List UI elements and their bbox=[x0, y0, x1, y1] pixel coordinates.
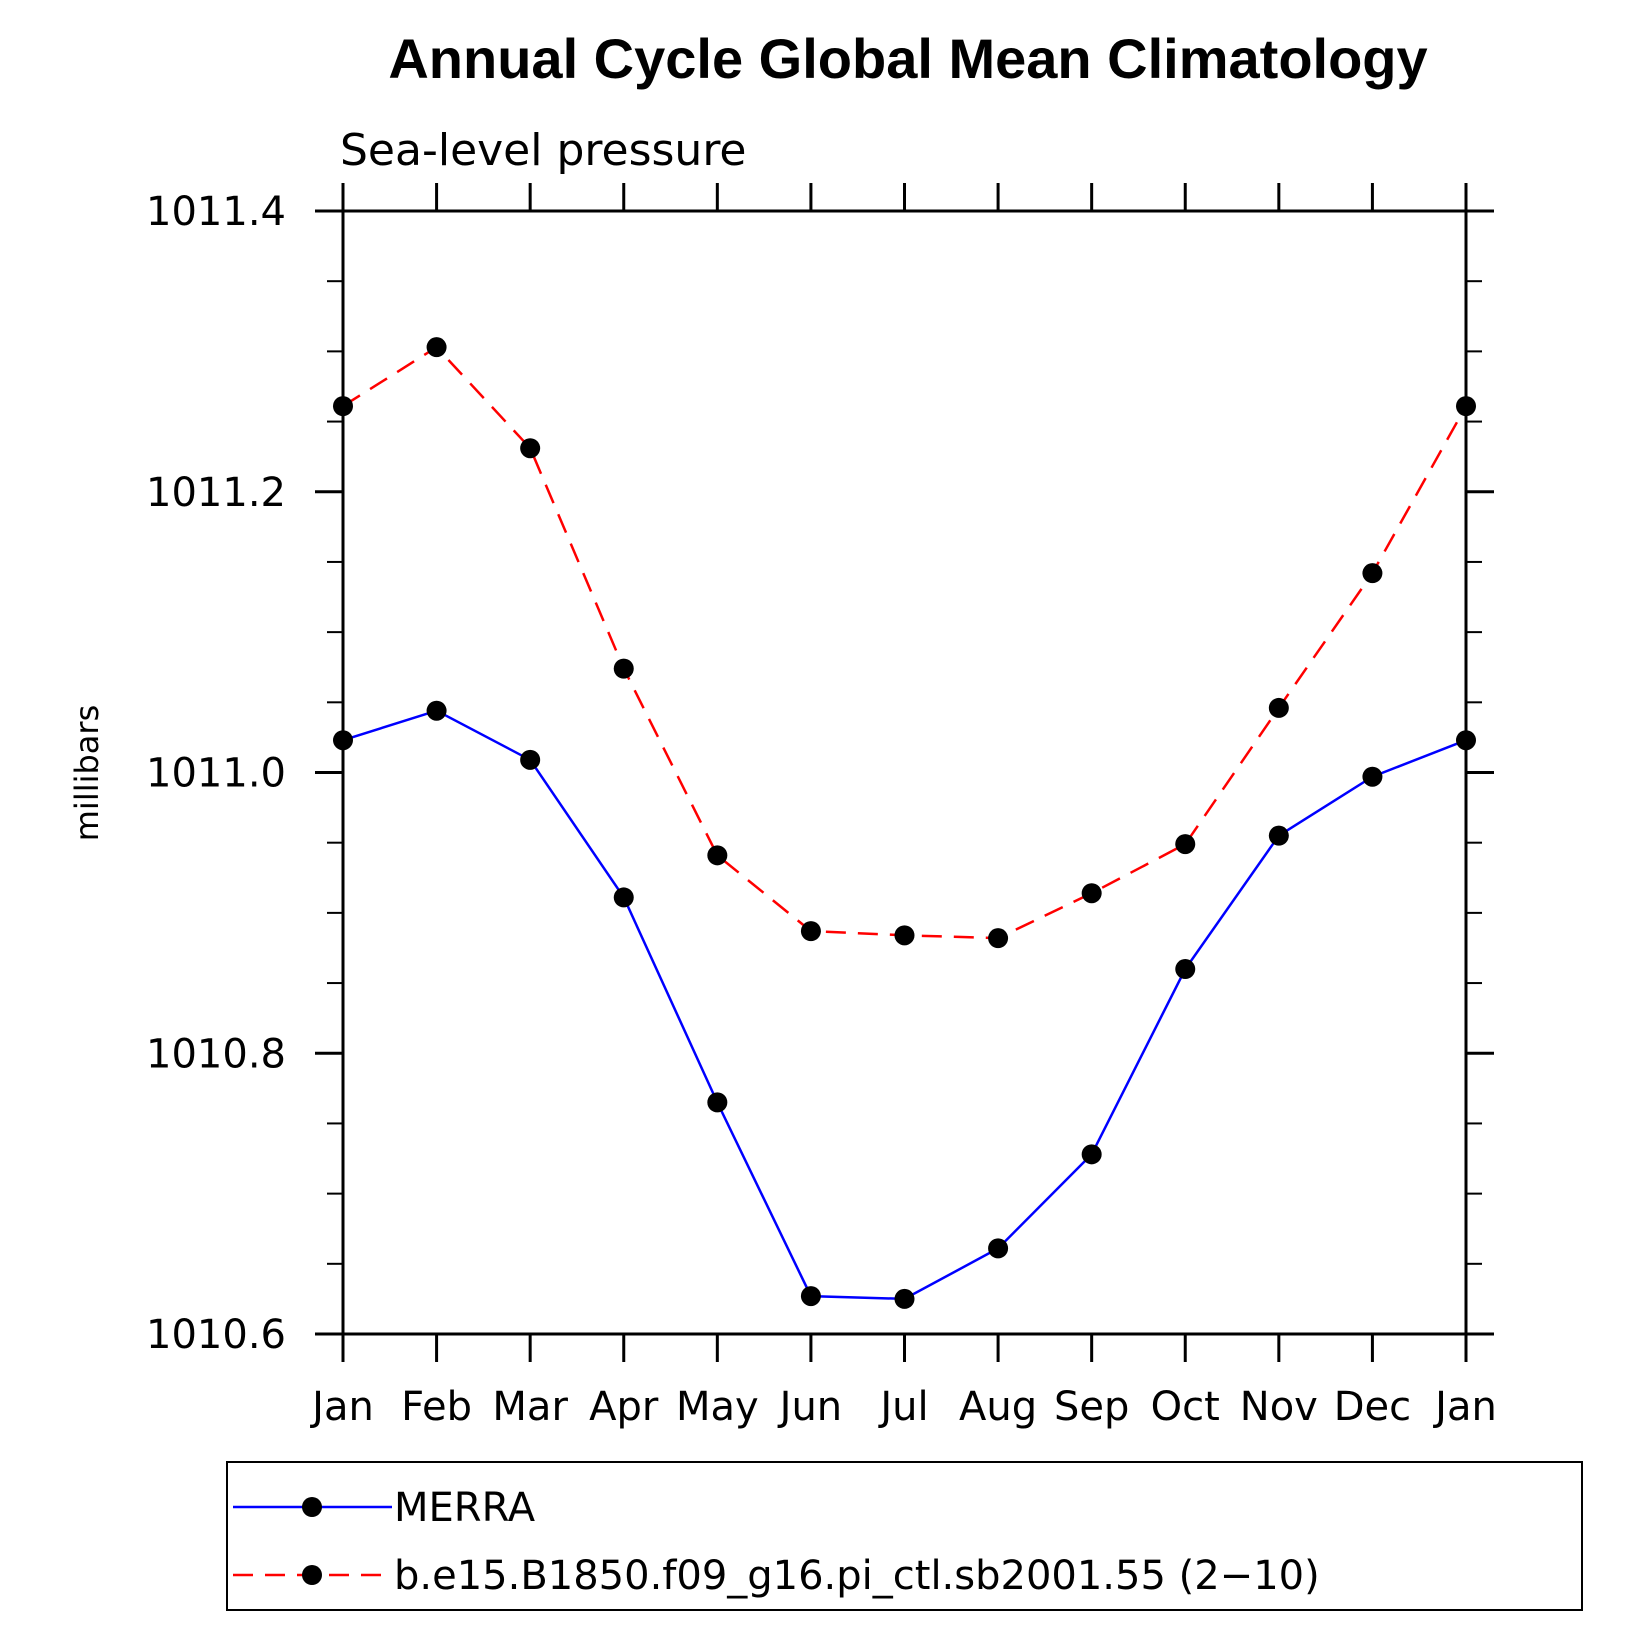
x-tick-label: Oct bbox=[1151, 1384, 1220, 1430]
x-tick-label: Jan bbox=[309, 1384, 374, 1430]
series-line-0 bbox=[342, 709, 1467, 1301]
y-tick-label: 1011.0 bbox=[146, 751, 286, 797]
legend-box bbox=[226, 1461, 1583, 1611]
data-point bbox=[613, 887, 634, 908]
data-point bbox=[894, 925, 915, 946]
data-point bbox=[1362, 766, 1383, 787]
data-point bbox=[707, 1092, 728, 1113]
legend-label: b.e15.B1850.f09_g16.pi_ctl.sb2001.55 (2−… bbox=[394, 1553, 1320, 1599]
x-tick-label: Dec bbox=[1334, 1384, 1411, 1430]
y-axis-label: millibars bbox=[68, 705, 106, 841]
y-tick-labels: 1010.6 1010.8 1011.0 1011.2 1011.4 bbox=[146, 189, 286, 1358]
x-tick-label: Nov bbox=[1240, 1384, 1318, 1430]
y-tick-label: 1010.8 bbox=[146, 1031, 286, 1077]
y-tick-label: 1010.6 bbox=[146, 1312, 286, 1358]
data-point bbox=[613, 658, 634, 679]
data-point bbox=[800, 1286, 821, 1307]
series-line-1 bbox=[342, 345, 1468, 940]
data-point bbox=[988, 928, 1009, 949]
x-tick-label: Jun bbox=[777, 1384, 843, 1430]
data-point bbox=[707, 845, 728, 866]
y-tick-label: 1011.2 bbox=[146, 470, 286, 516]
data-point bbox=[1175, 959, 1196, 980]
x-tick-label: May bbox=[676, 1384, 759, 1430]
y-tick-label: 1011.4 bbox=[146, 189, 286, 235]
legend-label: MERRA bbox=[394, 1485, 536, 1531]
data-point bbox=[1175, 834, 1196, 855]
data-point bbox=[988, 1238, 1009, 1259]
legend: MERRA b.e15.B1850.f09_g16.pi_ctl.sb2001.5… bbox=[226, 1461, 1583, 1611]
data-point bbox=[1362, 563, 1383, 584]
data-point bbox=[520, 749, 541, 770]
data-point bbox=[1268, 825, 1289, 846]
data-point bbox=[520, 438, 541, 459]
data-point bbox=[1081, 1144, 1102, 1165]
data-point bbox=[1081, 883, 1102, 904]
data-point bbox=[426, 337, 447, 358]
data-point bbox=[800, 921, 821, 942]
x-tick-label: Sep bbox=[1054, 1384, 1129, 1430]
x-tick-labels: Jan Feb Mar Apr May Jun Jul Aug Sep Oct Nov Dec Jan bbox=[309, 1384, 1497, 1430]
legend-marker bbox=[302, 1497, 322, 1517]
series-layer bbox=[333, 337, 1476, 1309]
chart-subtitle: Sea-level pressure bbox=[340, 125, 747, 176]
x-tick-label: Jan bbox=[1432, 1384, 1497, 1430]
data-point bbox=[1268, 697, 1289, 718]
data-point bbox=[894, 1288, 915, 1309]
data-point bbox=[426, 700, 447, 721]
axis-ticks bbox=[315, 183, 1494, 1362]
x-tick-label: Apr bbox=[589, 1384, 659, 1430]
legend-marker bbox=[302, 1565, 322, 1585]
x-tick-label: Aug bbox=[959, 1384, 1037, 1430]
x-tick-label: Jul bbox=[877, 1384, 928, 1430]
plot-frame bbox=[341, 209, 1468, 1336]
x-tick-label: Mar bbox=[492, 1384, 568, 1430]
chart-title: Annual Cycle Global Mean Climatology bbox=[388, 27, 1427, 90]
x-tick-label: Feb bbox=[401, 1384, 472, 1430]
